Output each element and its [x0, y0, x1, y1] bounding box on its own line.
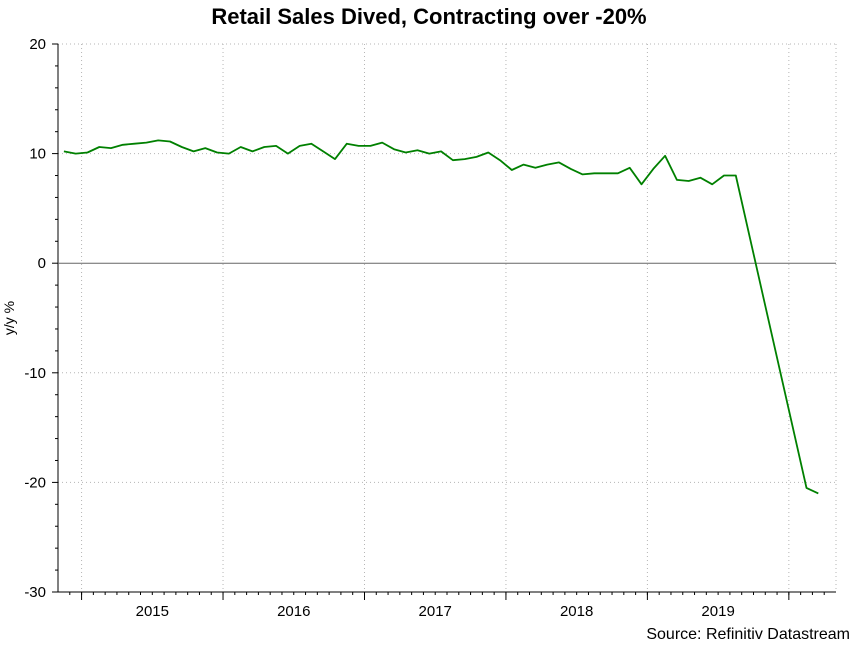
- x-tick-label: 2015: [136, 603, 169, 620]
- series-line: [63, 139, 819, 495]
- chart-title: Retail Sales Dived, Contracting over -20…: [211, 4, 647, 29]
- y-tick-label: 10: [29, 146, 46, 163]
- x-tick-label: 2016: [277, 603, 310, 620]
- x-tick-label: 2019: [701, 603, 734, 620]
- x-tick-label: 2018: [560, 603, 593, 620]
- y-tick-label: 20: [29, 36, 46, 53]
- series-lines: [63, 139, 819, 495]
- source-note: Source: Refinitiv Datastream: [646, 626, 850, 643]
- grid: [58, 43, 837, 592]
- y-axis-label: y/y %: [1, 301, 17, 335]
- y-axis-ticks: 20 10 0 -10 -20 -30: [24, 36, 58, 601]
- x-tick-label: 2017: [419, 603, 452, 620]
- y-tick-label: 0: [38, 255, 46, 272]
- x-axis-ticks: 2015 2016 2017 2018 2019: [69, 592, 825, 620]
- axes: [57, 44, 836, 593]
- y-tick-label: -10: [24, 365, 46, 382]
- y-tick-label: -20: [24, 474, 46, 491]
- y-tick-label: -30: [24, 584, 46, 601]
